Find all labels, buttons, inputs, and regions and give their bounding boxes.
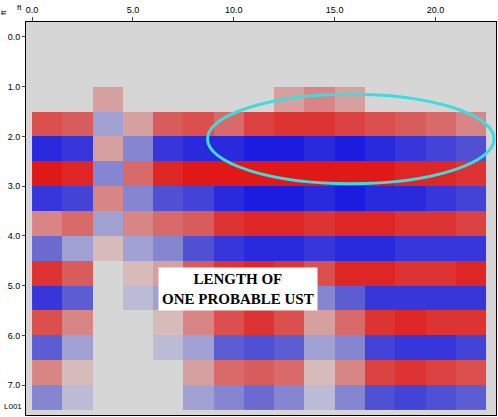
svg-text:0.0: 0.0 xyxy=(26,5,39,15)
svg-text:20.0: 20.0 xyxy=(427,5,445,15)
svg-text:2.0: 2.0 xyxy=(8,132,21,142)
svg-text:4.0: 4.0 xyxy=(8,231,21,241)
svg-text:L001: L001 xyxy=(4,402,22,411)
svg-text:LENGTH OFONE PROBABLE UST: LENGTH OFONE PROBABLE UST xyxy=(162,271,314,307)
svg-text:5.0: 5.0 xyxy=(127,5,140,15)
svg-text:ft: ft xyxy=(0,10,8,15)
svg-text:3.0: 3.0 xyxy=(8,181,21,191)
svg-text:15.0: 15.0 xyxy=(326,5,344,15)
svg-text:6.0: 6.0 xyxy=(8,331,21,341)
svg-text:ft: ft xyxy=(17,3,22,12)
svg-text:7.0: 7.0 xyxy=(8,380,21,390)
svg-text:1.0: 1.0 xyxy=(8,82,21,92)
svg-text:10.0: 10.0 xyxy=(225,5,243,15)
svg-text:5.0: 5.0 xyxy=(8,281,21,291)
svg-text:0.0: 0.0 xyxy=(8,32,21,42)
